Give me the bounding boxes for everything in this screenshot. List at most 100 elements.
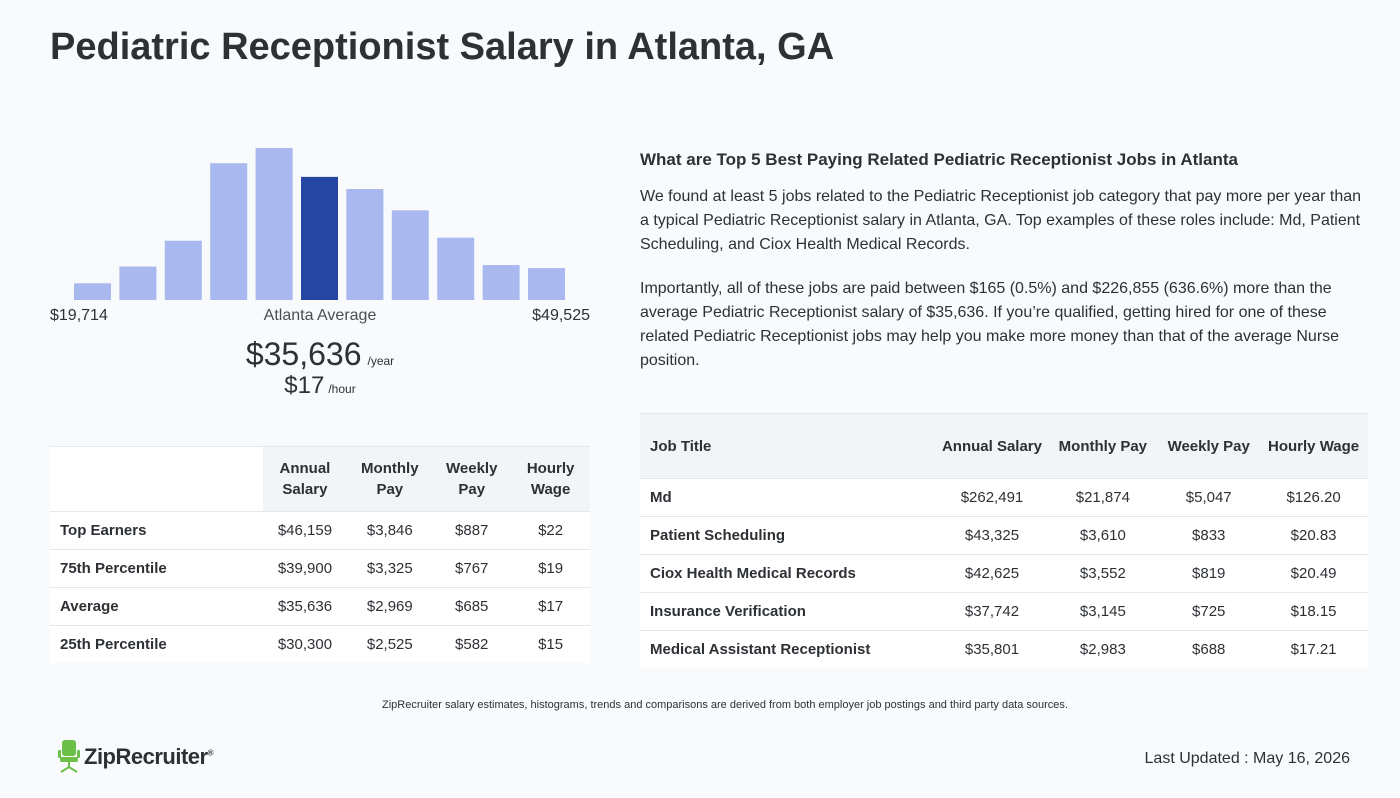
histogram-bar <box>391 210 429 300</box>
cell: $20.83 <box>1259 516 1368 555</box>
cell: $3,145 <box>1047 592 1159 631</box>
yearly-salary-unit: /year <box>367 354 395 368</box>
histogram-bar <box>482 265 520 300</box>
table-header-hourly: Hourly Wage <box>1259 413 1368 479</box>
table-header-job-title: Job Title <box>640 413 937 479</box>
cell: $21,874 <box>1047 478 1159 517</box>
table-header-row: Job Title Annual Salary Monthly Pay Week… <box>640 413 1368 479</box>
histogram-bar <box>255 148 293 300</box>
table-row: Top Earners $46,159 $3,846 $887 $22 <box>50 511 590 550</box>
table-row: 25th Percentile $30,300 $2,525 $582 $15 <box>50 625 590 663</box>
cell: $767 <box>432 549 512 588</box>
yearly-salary: $35,636/year <box>50 336 590 373</box>
last-updated: Last Updated : May 16, 2026 <box>1144 750 1350 767</box>
cell: $35,801 <box>936 630 1048 668</box>
histogram-bar-highlight <box>301 176 338 300</box>
job-title: Patient Scheduling <box>640 516 937 555</box>
table-row: 75th Percentile $39,900 $3,325 $767 $19 <box>50 549 590 588</box>
cell: $819 <box>1158 554 1260 593</box>
cell: $46,159 <box>262 511 348 550</box>
cell: $2,969 <box>347 587 433 626</box>
disclaimer-text: ZipRecruiter salary estimates, histogram… <box>382 699 1068 711</box>
histogram-bar <box>528 268 565 300</box>
cell: $5,047 <box>1158 478 1260 517</box>
histogram-bar <box>164 240 202 300</box>
cell: $582 <box>432 625 512 663</box>
histogram-max-label: $49,525 <box>532 307 590 324</box>
cell: $2,525 <box>347 625 433 663</box>
cell: $3,325 <box>347 549 433 588</box>
table-row: Average $35,636 $2,969 $685 $17 <box>50 587 590 626</box>
table-row: Ciox Health Medical Records $42,625 $3,5… <box>640 554 1368 593</box>
table-header-hourly: Hourly Wage <box>511 446 590 512</box>
cell: $685 <box>432 587 512 626</box>
table-header-blank <box>50 446 263 512</box>
cell: $37,742 <box>936 592 1048 631</box>
cell: $30,300 <box>262 625 348 663</box>
cell: $2,983 <box>1047 630 1159 668</box>
table-row: Medical Assistant Receptionist $35,801 $… <box>640 630 1368 668</box>
hourly-salary-unit: /hour <box>328 382 356 396</box>
histogram-chart <box>74 148 565 300</box>
cell: $688 <box>1158 630 1260 668</box>
cell: $833 <box>1158 516 1260 555</box>
hourly-salary: $17/hour <box>50 372 590 400</box>
cell: $3,552 <box>1047 554 1159 593</box>
histogram-bar <box>210 163 248 300</box>
table-row: Patient Scheduling $43,325 $3,610 $833 $… <box>640 516 1368 555</box>
job-title: Insurance Verification <box>640 592 937 631</box>
table-row: Insurance Verification $37,742 $3,145 $7… <box>640 592 1368 631</box>
table-header-weekly: Weekly Pay <box>1158 413 1260 479</box>
ziprecruiter-logo[interactable]: ZipRecruiter® <box>58 740 214 774</box>
salary-histogram <box>50 130 590 300</box>
cell: $20.49 <box>1259 554 1368 593</box>
cell: $42,625 <box>936 554 1048 593</box>
table-header-annual: Annual Salary <box>262 446 348 512</box>
cell: $17 <box>511 587 590 626</box>
histogram-average-label: Atlanta Average <box>263 307 377 324</box>
job-title: Ciox Health Medical Records <box>640 554 937 593</box>
row-label: Top Earners <box>50 511 263 550</box>
row-label: 75th Percentile <box>50 549 263 588</box>
row-label: Average <box>50 587 263 626</box>
page-title: Pediatric Receptionist Salary in Atlanta… <box>50 26 835 68</box>
cell: $262,491 <box>936 478 1048 517</box>
histogram-bar <box>437 237 475 300</box>
histogram-bar <box>119 266 157 300</box>
table-header-annual: Annual Salary <box>936 413 1048 479</box>
table-header-monthly: Monthly Pay <box>347 446 433 512</box>
cell: $43,325 <box>936 516 1048 555</box>
cell: $3,610 <box>1047 516 1159 555</box>
job-title: Medical Assistant Receptionist <box>640 630 937 668</box>
related-jobs-heading: What are Top 5 Best Paying Related Pedia… <box>640 150 1238 169</box>
cell: $15 <box>511 625 590 663</box>
job-title: Md <box>640 478 937 517</box>
histogram-bar <box>346 189 384 300</box>
cell: $39,900 <box>262 549 348 588</box>
yearly-salary-value: $35,636 <box>245 336 362 372</box>
cell: $725 <box>1158 592 1260 631</box>
table-row: Md $262,491 $21,874 $5,047 $126.20 <box>640 478 1368 517</box>
cell: $3,846 <box>347 511 433 550</box>
histogram-min-label: $19,714 <box>50 307 108 324</box>
cell: $17.21 <box>1259 630 1368 668</box>
cell: $887 <box>432 511 512 550</box>
cell: $18.15 <box>1259 592 1368 631</box>
chair-icon <box>58 740 80 773</box>
related-jobs-paragraph-2: Importantly, all of these jobs are paid … <box>640 280 1340 369</box>
table-header-monthly: Monthly Pay <box>1047 413 1159 479</box>
hourly-salary-value: $17 <box>284 372 325 399</box>
related-jobs-table: Job Title Annual Salary Monthly Pay Week… <box>640 413 1368 668</box>
cell: $126.20 <box>1259 478 1368 517</box>
histogram-bar <box>74 283 111 300</box>
table-header-weekly: Weekly Pay <box>432 446 512 512</box>
cell: $35,636 <box>262 587 348 626</box>
logo-text: ZipRecruiter <box>84 744 208 769</box>
row-label: 25th Percentile <box>50 625 263 663</box>
logo-wordmark: ZipRecruiter® <box>84 744 214 770</box>
related-jobs-paragraph-1: We found at least 5 jobs related to the … <box>640 188 1362 253</box>
logo-registered-mark: ® <box>207 748 214 758</box>
cell: $19 <box>511 549 590 588</box>
table-header-row: Annual Salary Monthly Pay Weekly Pay Hou… <box>50 446 590 512</box>
cell: $22 <box>511 511 590 550</box>
